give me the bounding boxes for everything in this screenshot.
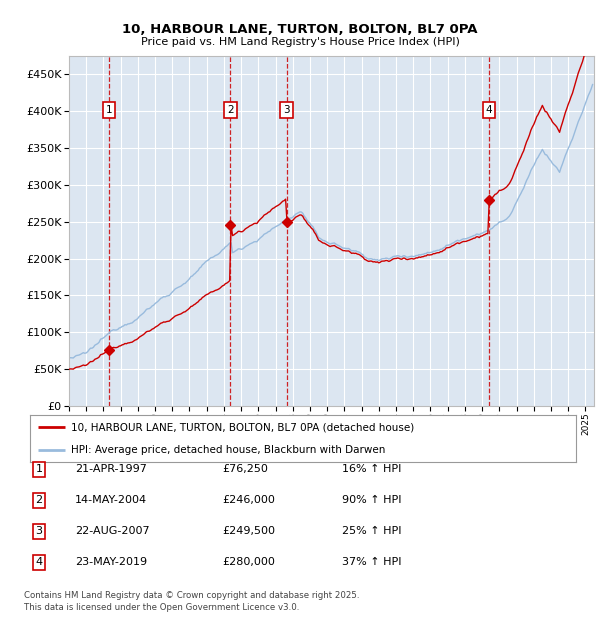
Text: 1: 1 bbox=[35, 464, 43, 474]
Text: 21-APR-1997: 21-APR-1997 bbox=[75, 464, 147, 474]
Text: 10, HARBOUR LANE, TURTON, BOLTON, BL7 0PA (detached house): 10, HARBOUR LANE, TURTON, BOLTON, BL7 0P… bbox=[71, 422, 414, 433]
Text: 16% ↑ HPI: 16% ↑ HPI bbox=[342, 464, 401, 474]
Text: 2: 2 bbox=[35, 495, 43, 505]
Text: 1: 1 bbox=[106, 105, 112, 115]
Text: 14-MAY-2004: 14-MAY-2004 bbox=[75, 495, 147, 505]
Text: 2: 2 bbox=[227, 105, 233, 115]
Text: 23-MAY-2019: 23-MAY-2019 bbox=[75, 557, 147, 567]
Text: 37% ↑ HPI: 37% ↑ HPI bbox=[342, 557, 401, 567]
Text: 10, HARBOUR LANE, TURTON, BOLTON, BL7 0PA: 10, HARBOUR LANE, TURTON, BOLTON, BL7 0P… bbox=[122, 24, 478, 36]
Text: Price paid vs. HM Land Registry's House Price Index (HPI): Price paid vs. HM Land Registry's House … bbox=[140, 37, 460, 46]
Text: 4: 4 bbox=[485, 105, 492, 115]
Text: HPI: Average price, detached house, Blackburn with Darwen: HPI: Average price, detached house, Blac… bbox=[71, 445, 385, 455]
Text: 4: 4 bbox=[35, 557, 43, 567]
Text: 90% ↑ HPI: 90% ↑ HPI bbox=[342, 495, 401, 505]
Text: Contains HM Land Registry data © Crown copyright and database right 2025.
This d: Contains HM Land Registry data © Crown c… bbox=[24, 591, 359, 612]
Text: £246,000: £246,000 bbox=[222, 495, 275, 505]
Text: £249,500: £249,500 bbox=[222, 526, 275, 536]
Text: £76,250: £76,250 bbox=[222, 464, 268, 474]
Text: 3: 3 bbox=[35, 526, 43, 536]
Text: 3: 3 bbox=[283, 105, 290, 115]
Text: 22-AUG-2007: 22-AUG-2007 bbox=[75, 526, 149, 536]
Text: £280,000: £280,000 bbox=[222, 557, 275, 567]
Text: 25% ↑ HPI: 25% ↑ HPI bbox=[342, 526, 401, 536]
